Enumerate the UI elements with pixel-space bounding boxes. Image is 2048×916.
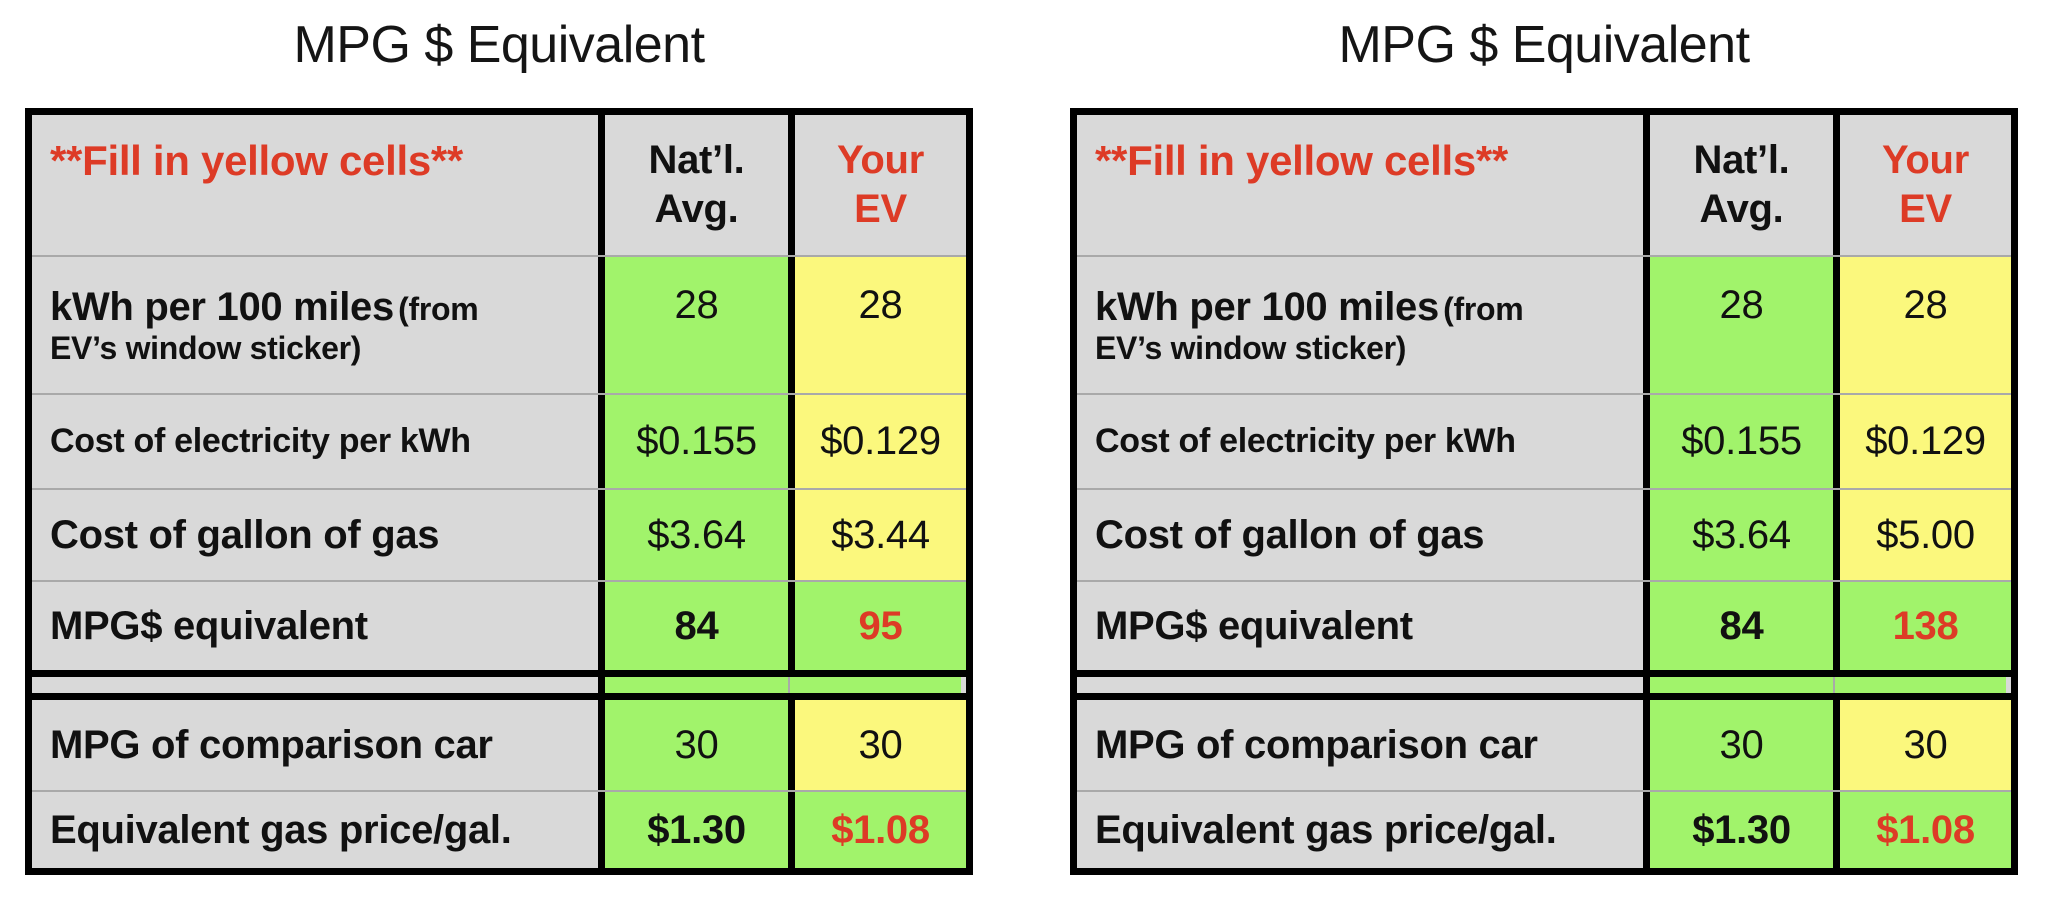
spacer-label-cell [1077, 677, 1643, 693]
fill-note-text: **Fill in yellow cells** [50, 137, 463, 184]
your-ev-cell: $1.08 [788, 792, 966, 868]
your-ev-cell[interactable]: $5.00 [1833, 490, 2011, 580]
equivalent-price-row: Equivalent gas price/gal. $1.30 $1.08 [1077, 790, 2011, 868]
natl-avg-header-text: Nat’l. Avg. [648, 138, 745, 231]
natl-avg-header-cell: Nat’l. Avg. [598, 115, 788, 255]
row-label-cell: MPG of comparison car [32, 700, 598, 790]
row-label-cell: kWh per 100 miles (from EV’s window stic… [1077, 257, 1643, 393]
natl-avg-cell: $1.30 [598, 792, 788, 868]
comparison-mpg-row: MPG of comparison car 30 30 [1077, 700, 2011, 790]
natl-avg-cell: 28 [1643, 257, 1833, 393]
natl-avg-cell: 30 [1643, 700, 1833, 790]
your-ev-header-cell: Your EV [1833, 115, 2011, 255]
spacer-natl-cell [1643, 677, 1833, 693]
row-label-cell: Cost of electricity per kWh [32, 395, 598, 488]
table-title: MPG $ Equivalent [1338, 16, 1750, 74]
natl-avg-cell: $3.64 [1643, 490, 1833, 580]
kwh-row: kWh per 100 miles (from EV’s window stic… [32, 255, 966, 393]
spacer-label-cell [32, 677, 598, 693]
fill-note-cell: **Fill in yellow cells** [32, 115, 598, 255]
electricity-cost-row: Cost of electricity per kWh $0.155 $0.12… [32, 393, 966, 488]
your-ev-cell[interactable]: $3.44 [788, 490, 966, 580]
row-label-cell: MPG$ equivalent [1077, 582, 1643, 670]
gas-cost-row: Cost of gallon of gas $3.64 $3.44 [32, 488, 966, 580]
left-table-panel: MPG $ Equivalent **Fill in yellow cells*… [25, 0, 973, 875]
spacer-ev-cell [788, 677, 961, 693]
row-label-cell: Cost of electricity per kWh [1077, 395, 1643, 488]
natl-avg-header-cell: Nat’l. Avg. [1643, 115, 1833, 255]
spacer-row [1077, 670, 2011, 700]
kwh-row-label: kWh per 100 miles (from EV’s window stic… [50, 284, 479, 366]
your-ev-cell: 95 [788, 582, 966, 670]
kwh-row: kWh per 100 miles (from EV’s window stic… [1077, 255, 2011, 393]
natl-avg-cell: 84 [598, 582, 788, 670]
header-row: **Fill in yellow cells** Nat’l. Avg. You… [1077, 115, 2011, 255]
mpg-table-right: **Fill in yellow cells** Nat’l. Avg. You… [1070, 108, 2018, 875]
natl-avg-cell: 30 [598, 700, 788, 790]
row-label-cell: kWh per 100 miles (from EV’s window stic… [32, 257, 598, 393]
your-ev-cell: $1.08 [1833, 792, 2011, 868]
natl-avg-cell: $3.64 [598, 490, 788, 580]
natl-avg-cell: 28 [598, 257, 788, 393]
your-ev-header-cell: Your EV [788, 115, 966, 255]
your-ev-cell[interactable]: 30 [788, 700, 966, 790]
your-ev-header-text: Your EV [1882, 138, 1969, 231]
row-label-cell: MPG of comparison car [1077, 700, 1643, 790]
row-label-cell: Cost of gallon of gas [32, 490, 598, 580]
mpg-table-left: **Fill in yellow cells** Nat’l. Avg. You… [25, 108, 973, 875]
spacer-ev-cell [1833, 677, 2006, 693]
natl-avg-cell: $0.155 [598, 395, 788, 488]
spacer-natl-cell [598, 677, 788, 693]
natl-avg-cell: $1.30 [1643, 792, 1833, 868]
your-ev-cell[interactable]: $0.129 [788, 395, 966, 488]
fill-note-cell: **Fill in yellow cells** [1077, 115, 1643, 255]
right-table-panel: MPG $ Equivalent **Fill in yellow cells*… [1070, 0, 2018, 875]
row-label-cell: Equivalent gas price/gal. [1077, 792, 1643, 868]
comparison-mpg-row: MPG of comparison car 30 30 [32, 700, 966, 790]
row-label-cell: MPG$ equivalent [32, 582, 598, 670]
mpg-equivalent-row: MPG$ equivalent 84 95 [32, 580, 966, 670]
your-ev-cell: 138 [1833, 582, 2011, 670]
table-title: MPG $ Equivalent [293, 16, 705, 74]
your-ev-header-text: Your EV [837, 138, 924, 231]
gas-cost-row: Cost of gallon of gas $3.64 $5.00 [1077, 488, 2011, 580]
natl-avg-cell: 84 [1643, 582, 1833, 670]
header-row: **Fill in yellow cells** Nat’l. Avg. You… [32, 115, 966, 255]
natl-avg-cell: $0.155 [1643, 395, 1833, 488]
equivalent-price-row: Equivalent gas price/gal. $1.30 $1.08 [32, 790, 966, 868]
natl-avg-header-text: Nat’l. Avg. [1693, 138, 1790, 231]
spacer-row [32, 670, 966, 700]
your-ev-cell[interactable]: $0.129 [1833, 395, 2011, 488]
electricity-cost-row: Cost of electricity per kWh $0.155 $0.12… [1077, 393, 2011, 488]
your-ev-cell[interactable]: 28 [788, 257, 966, 393]
your-ev-cell[interactable]: 28 [1833, 257, 2011, 393]
row-label-cell: Equivalent gas price/gal. [32, 792, 598, 868]
your-ev-cell[interactable]: 30 [1833, 700, 2011, 790]
row-label-cell: Cost of gallon of gas [1077, 490, 1643, 580]
fill-note-text: **Fill in yellow cells** [1095, 137, 1508, 184]
mpg-equivalent-row: MPG$ equivalent 84 138 [1077, 580, 2011, 670]
kwh-row-label: kWh per 100 miles (from EV’s window stic… [1095, 284, 1524, 366]
